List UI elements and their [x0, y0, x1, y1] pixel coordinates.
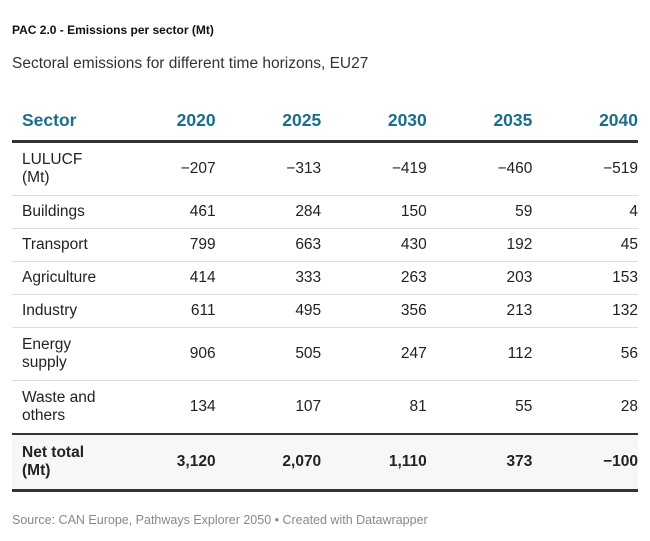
value-cell-2040: 132: [532, 294, 638, 328]
value-cell-2040: 153: [532, 261, 638, 295]
value-cell-2040: −100: [532, 433, 638, 492]
value-cell-2040: 28: [532, 380, 638, 435]
sector-cell: Waste and others: [12, 380, 110, 435]
value-cell-2030: 247: [321, 327, 427, 381]
source-footer: Source: CAN Europe, Pathways Explorer 20…: [12, 513, 428, 527]
value-cell-2030: 81: [321, 380, 427, 435]
sector-label: Industry: [22, 302, 78, 319]
value-cell-2025: 333: [215, 261, 322, 295]
table-row: LULUCF (Mt) −207 −313 −419 −460 −519: [12, 141, 638, 196]
value-cell-2030: −419: [321, 141, 427, 196]
value-cell-2020: 134: [110, 380, 216, 435]
table-row: Waste and others 134 107 81 55 28: [12, 380, 638, 435]
value-cell-2025: 2,070: [215, 433, 322, 492]
sector-label: Agriculture: [22, 269, 97, 286]
value-cell-2020: 3,120: [110, 433, 216, 492]
sector-cell: Net total (Mt): [12, 433, 110, 492]
value-cell-2020: 906: [110, 327, 216, 381]
sector-label: Waste and: [22, 389, 96, 406]
table-row: Transport 799 663 430 192 45: [12, 228, 638, 262]
sector-cell: Agriculture: [12, 261, 110, 295]
value-cell-2035: 59: [426, 195, 533, 229]
value-cell-2030: 150: [321, 195, 427, 229]
sector-label: LULUCF: [22, 151, 83, 168]
value-cell-2035: 55: [426, 380, 533, 435]
table-row: Energy supply 906 505 247 112 56: [12, 327, 638, 381]
value-cell-2030: 430: [321, 228, 427, 262]
sector-cell: Energy supply: [12, 327, 110, 381]
value-cell-2035: 373: [426, 433, 533, 492]
value-cell-2030: 263: [321, 261, 427, 295]
value-cell-2035: 192: [426, 228, 533, 262]
sector-label: Energy: [22, 336, 72, 353]
column-header-2035: 2035: [426, 100, 533, 143]
value-cell-2025: 284: [215, 195, 322, 229]
value-cell-2035: 213: [426, 294, 533, 328]
sector-label: Transport: [22, 236, 88, 253]
value-cell-2035: −460: [426, 141, 533, 196]
value-cell-2030: 356: [321, 294, 427, 328]
column-header-sector: Sector: [12, 100, 110, 143]
emissions-table: Sector 2020 2025 2030 2035 2040 LULUCF (M…: [12, 100, 638, 492]
table-row: Agriculture 414 333 263 203 153: [12, 261, 638, 295]
net-total-row: Net total (Mt) 3,120 2,070 1,110 373 −100: [12, 433, 638, 492]
chart-title: PAC 2.0 - Emissions per sector (Mt): [12, 23, 214, 37]
value-cell-2020: −207: [110, 141, 216, 196]
sector-cell: Industry: [12, 294, 110, 328]
value-cell-2025: −313: [215, 141, 322, 196]
column-header-2040: 2040: [532, 100, 638, 143]
sector-label: (Mt): [22, 169, 50, 186]
value-cell-2035: 203: [426, 261, 533, 295]
value-cell-2020: 611: [110, 294, 216, 328]
value-cell-2025: 107: [215, 380, 322, 435]
sector-label: Net total: [22, 444, 84, 461]
value-cell-2040: 4: [532, 195, 638, 229]
value-cell-2020: 414: [110, 261, 216, 295]
column-header-2030: 2030: [321, 100, 427, 143]
sector-label: Buildings: [22, 203, 85, 220]
value-cell-2030: 1,110: [321, 433, 427, 492]
table-header-row: Sector 2020 2025 2030 2035 2040: [12, 100, 638, 143]
value-cell-2035: 112: [426, 327, 533, 381]
value-cell-2040: 56: [532, 327, 638, 381]
value-cell-2040: −519: [532, 141, 638, 196]
table-row: Industry 611 495 356 213 132: [12, 294, 638, 328]
column-header-2025: 2025: [215, 100, 322, 143]
value-cell-2025: 663: [215, 228, 322, 262]
value-cell-2020: 461: [110, 195, 216, 229]
value-cell-2040: 45: [532, 228, 638, 262]
value-cell-2025: 495: [215, 294, 322, 328]
value-cell-2025: 505: [215, 327, 322, 381]
table-row: Buildings 461 284 150 59 4: [12, 195, 638, 229]
value-cell-2020: 799: [110, 228, 216, 262]
sector-cell: LULUCF (Mt): [12, 141, 110, 196]
chart-subtitle: Sectoral emissions for different time ho…: [12, 55, 369, 72]
sector-cell: Buildings: [12, 195, 110, 229]
sector-label: (Mt): [22, 462, 51, 479]
column-header-2020: 2020: [110, 100, 216, 143]
sector-label: others: [22, 407, 66, 424]
sector-cell: Transport: [12, 228, 110, 262]
sector-label: supply: [22, 354, 67, 371]
table-body: LULUCF (Mt) −207 −313 −419 −460 −519 Buildings 4…: [12, 141, 638, 492]
